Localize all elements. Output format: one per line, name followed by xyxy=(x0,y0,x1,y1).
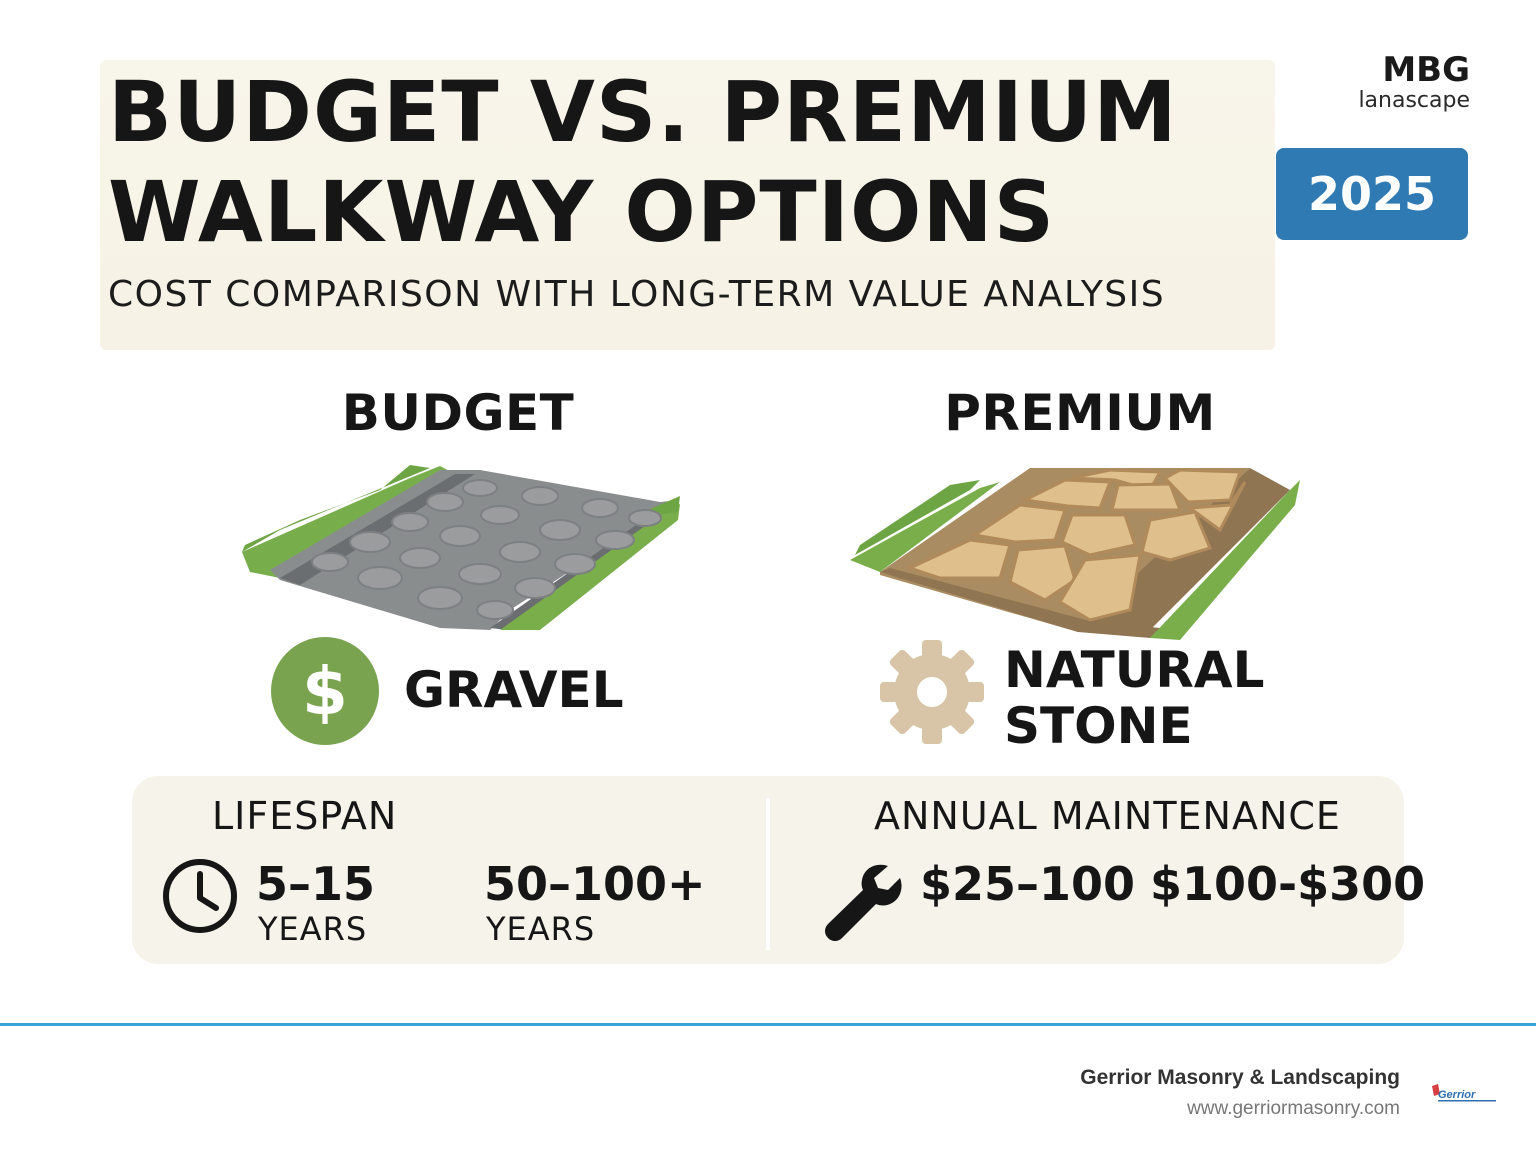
budget-heading: BUDGET xyxy=(341,384,575,442)
year-badge: 2025 xyxy=(1276,148,1468,240)
title-line-2: WALKWAY OPTIONS xyxy=(108,163,1056,261)
dollar-icon: $ xyxy=(271,637,379,745)
lifespan-heading: LIFESPAN xyxy=(212,794,398,838)
clock-icon xyxy=(163,859,237,933)
footer-divider xyxy=(0,1023,1536,1026)
brand-name: MBG xyxy=(1382,50,1470,90)
premium-material-label: NATURAL STONE xyxy=(1004,642,1304,754)
natural-stone-walkway-illustration xyxy=(850,468,1300,640)
wrench-icon xyxy=(825,864,902,941)
maintenance-heading: ANNUAL MAINTENANCE xyxy=(874,794,1341,838)
page-title: BUDGET VS. PREMIUM WALKWAY OPTIONS xyxy=(108,62,1228,262)
budget-material-label: GRAVEL xyxy=(404,661,624,719)
brand-tagline: lanascape xyxy=(1358,88,1470,113)
premium-material-line-1: NATURAL xyxy=(1004,641,1265,699)
footer-company-name: Gerrior Masonry & Landscaping xyxy=(1080,1066,1400,1089)
title-background xyxy=(100,60,1275,350)
svg-text:Gerrior: Gerrior xyxy=(1438,1089,1476,1101)
page-subtitle: COST COMPARISON WITH LONG-TERM VALUE ANA… xyxy=(108,274,1166,315)
svg-text:$: $ xyxy=(302,653,348,730)
premium-lifespan-value: 50–100+ xyxy=(484,857,706,911)
gravel-walkway-illustration xyxy=(242,465,680,630)
budget-lifespan-value: 5–15 xyxy=(256,857,376,911)
premium-lifespan-unit: YEARS xyxy=(486,910,596,948)
premium-maintenance-value: $100-$300 xyxy=(1150,857,1426,911)
budget-maintenance-value: $25–100 xyxy=(920,857,1136,911)
company-logo: Gerrior xyxy=(1432,1084,1496,1102)
stats-divider xyxy=(766,798,770,950)
premium-material-line-2: STONE xyxy=(1004,697,1193,755)
premium-heading: PREMIUM xyxy=(944,384,1216,442)
footer-website-link[interactable]: www.gerriormasonry.com xyxy=(1187,1098,1400,1119)
budget-lifespan-unit: YEARS xyxy=(258,910,368,948)
gear-icon xyxy=(880,640,984,744)
title-line-1: BUDGET VS. PREMIUM xyxy=(108,63,1178,161)
